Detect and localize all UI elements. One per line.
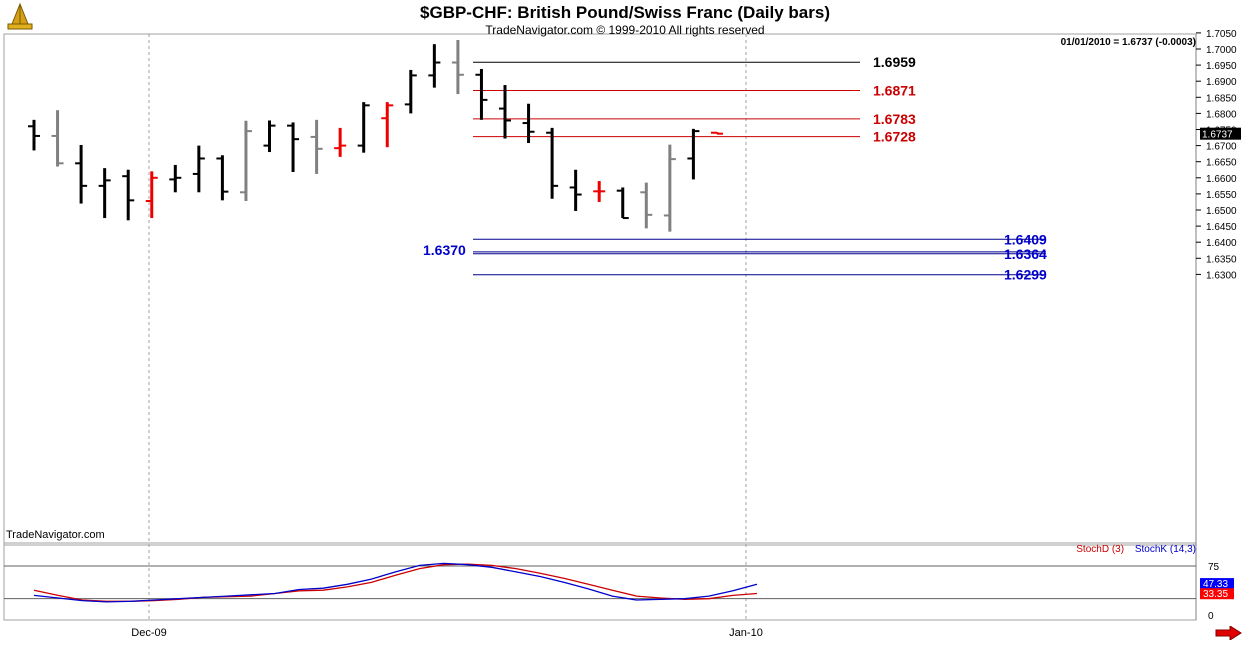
stochastic-pane-frame <box>3 542 1197 621</box>
chart-subtitle: TradeNavigator.com © 1999-2010 All right… <box>485 23 765 37</box>
last-price-label: 1.6737 <box>1202 130 1233 141</box>
stochk-line <box>33 562 758 603</box>
price-tick-label: 1.6950 <box>1206 61 1237 72</box>
stochd-value: 33.35 <box>1203 589 1228 600</box>
ohlc-bar <box>263 120 276 153</box>
ohlc-bar <box>499 85 511 139</box>
ohlc-bar <box>616 187 629 220</box>
stochd-line <box>33 563 758 602</box>
level-label: 1.6299 <box>1004 267 1047 283</box>
ohlc-bar <box>451 39 464 95</box>
ohlc-bar <box>475 68 488 120</box>
price-tick-label: 1.6350 <box>1206 254 1237 265</box>
ohlc-bar <box>569 169 582 211</box>
ohlc-bar <box>98 168 111 219</box>
price-tick-label: 1.6400 <box>1206 238 1237 249</box>
price-tick-label: 1.6850 <box>1206 93 1237 104</box>
stoch-tick-label: 75 <box>1208 562 1220 573</box>
scroll-right-arrow-icon[interactable] <box>1214 625 1242 641</box>
level-label: 1.6364 <box>1004 246 1047 262</box>
price-tick-label: 1.6550 <box>1206 190 1237 201</box>
price-axis: 1.7050 1.7000 1.6950 1.6900 1.6850 1.6800 1.67… <box>1196 29 1241 281</box>
ohlc-bar <box>522 103 535 144</box>
ohlc-bar <box>216 155 229 201</box>
ohlc-bar <box>310 119 323 174</box>
ohlc-bar <box>710 131 723 135</box>
last-price-box <box>1200 127 1241 140</box>
level-label: 1.6959 <box>873 54 916 70</box>
stochk-legend: StochK (14,3) <box>1134 544 1196 555</box>
ohlc-bar <box>239 120 252 201</box>
ohlc-bar <box>287 122 300 173</box>
grid-lines <box>3 33 1197 621</box>
price-tick-label: 1.6450 <box>1206 222 1237 233</box>
ohlc-bar <box>334 127 347 157</box>
ohlc-bar <box>28 119 40 151</box>
ohlc-bar <box>51 110 64 167</box>
ohlc-bar <box>640 182 653 229</box>
stochd-value-box <box>1200 588 1234 600</box>
ohlc-bar <box>357 102 370 153</box>
price-tick-label: 1.7050 <box>1206 29 1237 40</box>
price-levels: 1.6959 1.6871 1.6783 1.6728 1.6409 1.6370 1.63… <box>423 54 1047 283</box>
ohlc-bar <box>687 128 700 180</box>
level-label: 1.6370 <box>423 242 466 258</box>
ohlc-bar <box>404 69 417 114</box>
price-tick-label: 1.6900 <box>1206 77 1237 88</box>
stoch-tick-label: 0 <box>1208 611 1214 622</box>
level-label: 1.6409 <box>1004 231 1047 247</box>
ohlc-bar <box>169 164 182 193</box>
ohlc-bar <box>428 44 441 88</box>
price-tick-label: 1.6500 <box>1206 206 1237 217</box>
ohlc-bar <box>381 102 394 148</box>
brand-watermark: TradeNavigator.com <box>6 529 105 541</box>
level-label: 1.6871 <box>873 83 916 99</box>
stochk-value: 47.33 <box>1203 579 1228 590</box>
ohlc-bar <box>546 127 559 199</box>
price-readout: 01/01/2010 = 1.6737 (-0.0003) <box>1060 37 1196 48</box>
price-tick-label: 1.6300 <box>1206 270 1237 281</box>
stochd-legend: StochD (3) <box>1076 544 1125 555</box>
level-label: 1.6728 <box>873 129 916 145</box>
date-axis: Dec-09 Jan-10 <box>131 627 763 639</box>
ohlc-bar <box>122 169 135 221</box>
ohlc-bar <box>75 144 88 204</box>
ohlc-bar <box>192 145 205 193</box>
price-tick-label: 1.7000 <box>1206 45 1237 56</box>
price-tick-label: 1.6600 <box>1206 174 1237 185</box>
price-tick-label: 1.6650 <box>1206 158 1237 169</box>
price-tick-label: 1.6800 <box>1206 109 1237 120</box>
stochastic-legend: StochD (3) StochK (14,3) <box>1076 544 1196 555</box>
chart-title: $GBP-CHF: British Pound/Swiss Franc (Dai… <box>420 3 830 22</box>
ohlc-bar <box>593 181 606 202</box>
stochk-value-box <box>1200 578 1234 590</box>
ohlc-bar <box>145 171 158 219</box>
price-tick-label: 1.6700 <box>1206 142 1237 153</box>
level-label: 1.6783 <box>873 111 916 127</box>
date-tick-label: Dec-09 <box>131 627 166 639</box>
ohlc-bar <box>663 144 676 232</box>
date-tick-label: Jan-10 <box>729 627 763 639</box>
price-bars <box>28 39 723 232</box>
price-pane-frame <box>3 33 1197 544</box>
tradenavigator-logo-icon[interactable] <box>4 2 36 32</box>
